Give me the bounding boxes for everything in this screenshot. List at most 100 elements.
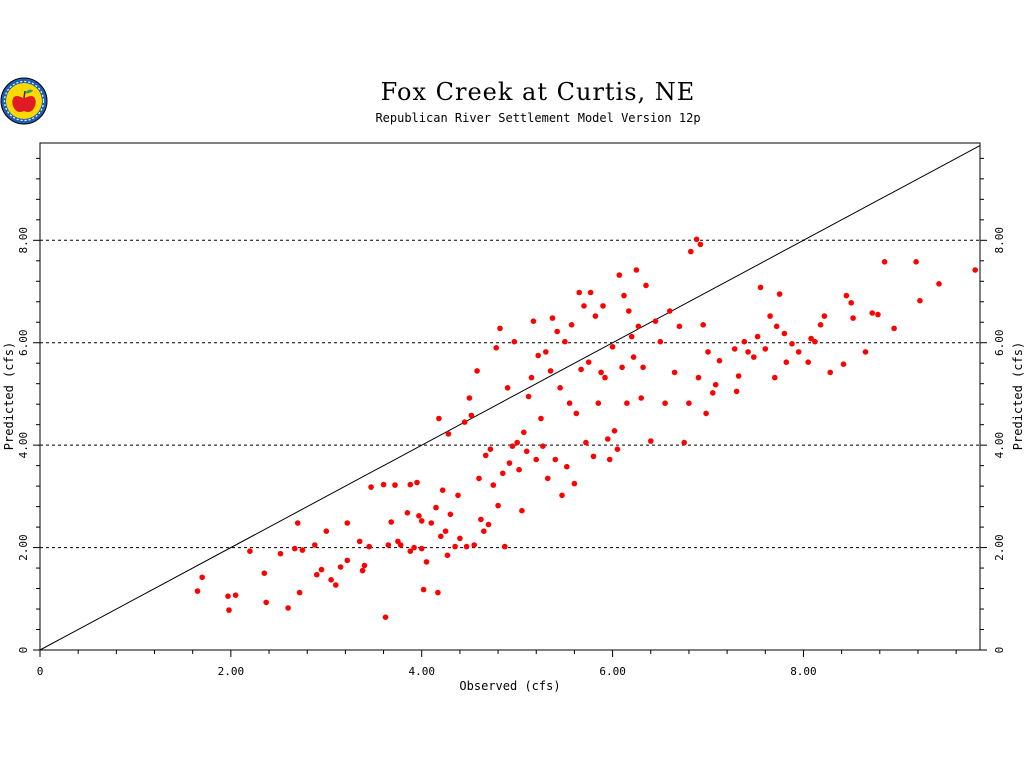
data-point (745, 349, 751, 355)
data-point (528, 374, 535, 381)
y-axis-label-left: Predicted (cfs) (2, 342, 16, 450)
data-point (735, 373, 742, 379)
plot-frame (39, 142, 981, 651)
data-point (741, 338, 748, 345)
x-tick-label: 8.00 (790, 665, 817, 678)
y-tick-label-left: 6.00 (17, 329, 30, 356)
data-point (530, 318, 537, 325)
data-point (638, 395, 644, 401)
data-point (767, 313, 773, 319)
data-point (619, 364, 625, 371)
horizontal-gridlines (40, 239, 980, 549)
data-point (557, 385, 563, 391)
data-point (461, 419, 468, 425)
y-tick-label-left: 2.00 (17, 534, 30, 561)
data-point (540, 443, 546, 450)
tick-marks (33, 157, 987, 657)
data-point (621, 292, 627, 299)
data-point (478, 516, 484, 523)
data-point (468, 412, 475, 419)
data-point (643, 282, 649, 289)
data-point (817, 322, 824, 328)
data-point (697, 241, 704, 248)
data-point (502, 543, 508, 550)
data-point (731, 346, 738, 352)
data-point (609, 344, 616, 350)
data-point (444, 552, 451, 559)
data-point (913, 259, 919, 265)
y-axis-label-right: Predicted (cfs) (1011, 342, 1024, 450)
data-point (404, 510, 411, 516)
data-point (628, 333, 635, 340)
data-point (581, 303, 587, 309)
data-point (552, 456, 559, 463)
data-point (482, 452, 489, 459)
data-point (611, 428, 618, 434)
data-point (571, 480, 578, 487)
x-tick-label: 0 (37, 665, 44, 678)
data-point (850, 315, 856, 321)
data-point (538, 415, 544, 422)
data-point (700, 322, 706, 328)
data-point (667, 308, 673, 314)
data-point (356, 538, 363, 545)
x-tick-label: 4.00 (408, 665, 435, 678)
data-point (420, 586, 427, 593)
data-point (805, 359, 811, 366)
data-point (463, 543, 470, 550)
y-tick-label-right: 4.00 (993, 432, 1006, 459)
data-point (285, 605, 291, 611)
data-point (392, 482, 398, 488)
data-point (294, 520, 301, 526)
data-point (705, 349, 711, 355)
data-point (862, 349, 869, 355)
data-point (554, 328, 560, 335)
data-point (481, 528, 487, 534)
data-point (497, 325, 503, 332)
data-point (583, 439, 589, 446)
data-point (559, 492, 565, 499)
data-point (485, 521, 492, 528)
data-point (428, 520, 435, 526)
data-point (776, 291, 783, 297)
data-point (525, 393, 532, 400)
data-point (783, 359, 790, 366)
data-point (576, 289, 582, 296)
data-point (296, 589, 303, 596)
data-point (261, 570, 268, 576)
data-point (595, 400, 602, 407)
data-point (382, 614, 389, 620)
data-point (511, 338, 518, 345)
data-point (442, 528, 449, 534)
data-point (875, 311, 881, 318)
data-point (232, 592, 239, 598)
x-tick-labels: 0 2.00 4.00 6.00 8.00 (37, 665, 817, 678)
data-point (772, 374, 778, 381)
data-point (438, 533, 444, 540)
data-point (476, 475, 482, 482)
data-point (564, 463, 570, 470)
data-point (843, 292, 850, 299)
data-point (312, 542, 318, 548)
x-tick-label: 2.00 (218, 665, 245, 678)
data-point (418, 518, 425, 524)
data-point (762, 346, 769, 352)
data-point (380, 481, 387, 488)
data-point (891, 325, 897, 332)
data-point (226, 607, 232, 613)
data-point (292, 545, 298, 552)
data-point (633, 267, 640, 273)
data-point (447, 511, 454, 518)
data-point (407, 481, 414, 488)
y-tick-label-left: 8.00 (17, 227, 30, 254)
chart-subtitle: Republican River Settlement Model Versio… (375, 111, 700, 125)
data-point (840, 361, 847, 368)
data-point (457, 535, 463, 542)
data-point (445, 431, 452, 437)
data-point (544, 475, 551, 482)
data-point (566, 400, 573, 407)
data-point (414, 479, 420, 486)
data-point (710, 390, 716, 396)
data-point (751, 354, 757, 360)
data-point (578, 366, 584, 373)
